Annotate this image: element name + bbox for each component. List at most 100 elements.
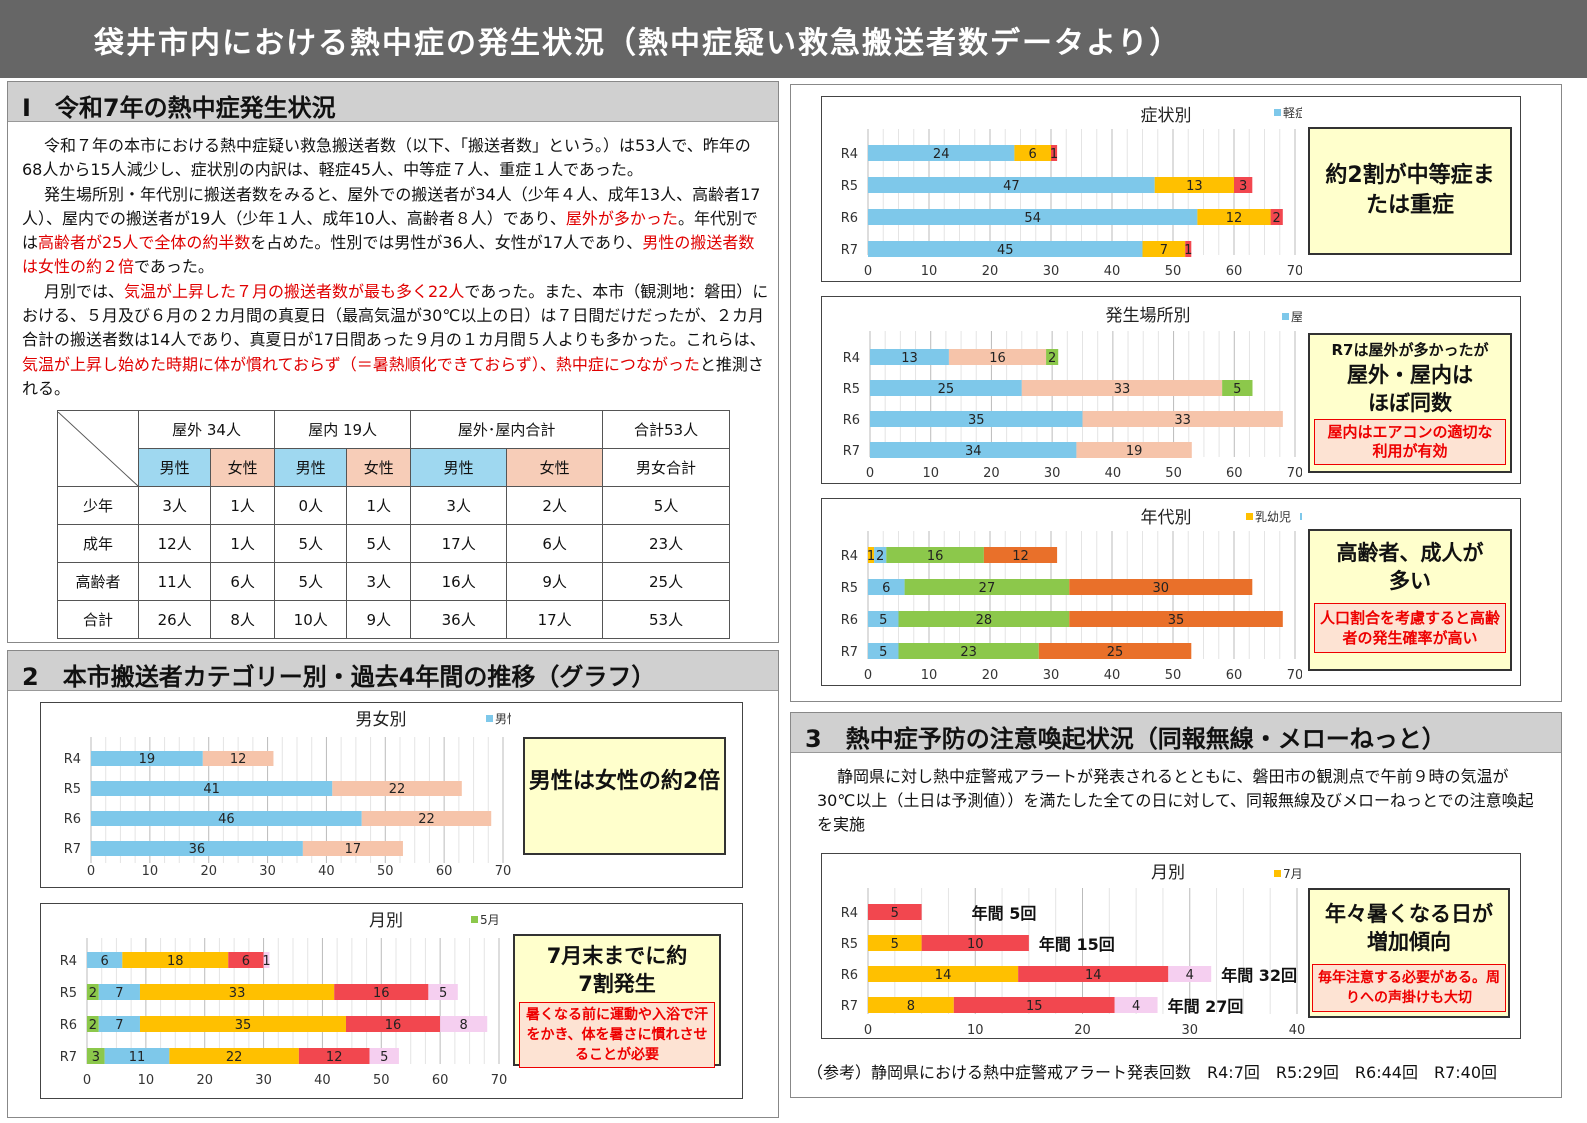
table-sub-female: 女性 [506, 448, 604, 487]
table-cell: 36人 [410, 600, 508, 639]
tick-label: 20 [982, 668, 999, 683]
tick-label: 0 [83, 1073, 91, 1088]
tick-label: 10 [922, 466, 939, 481]
tick-label: 30 [1043, 264, 1060, 279]
data-label: 12 [326, 1050, 343, 1065]
legend-label: 屋外 [1291, 310, 1302, 324]
table-sub-male: 男性 [137, 448, 212, 487]
data-label: 5 [891, 937, 899, 952]
tick-label: 30 [1181, 1023, 1198, 1038]
table-cell: 6人 [210, 562, 276, 601]
data-label: 35 [235, 1018, 252, 1033]
bar-segment [1038, 643, 1192, 659]
table-sub-female: 女性 [346, 448, 412, 487]
chart-title: 発生場所別 [1106, 306, 1191, 326]
bar-segment [1270, 209, 1283, 225]
tick-label: 40 [1289, 1023, 1306, 1038]
data-label: 17 [345, 842, 362, 857]
alert-note: 年々暑くなる日が増加傾向 毎年注意する必要がある。周りへの声掛けも大切 [1308, 888, 1510, 1018]
tick-label: 40 [1105, 466, 1122, 481]
table-sub-all: 男女合計 [602, 448, 730, 487]
data-label: 30 [1153, 581, 1170, 596]
table-cell: 53人 [602, 600, 730, 639]
tick-label: 10 [967, 1023, 984, 1038]
data-label: 5 [891, 906, 899, 921]
data-label: 5 [879, 645, 887, 660]
data-label: 16 [989, 351, 1006, 366]
month-note: 7月末までに約7割発生 暑くなる前に運動や入浴で汗をかき、体を暑さに慣れさせるこ… [513, 934, 721, 1068]
table-row: 高齢者 11人 6人 5人 3人 16人 9人 25人 [57, 562, 730, 601]
tick-label: 70 [1287, 668, 1302, 683]
section-1-panel: Ⅰ 令和7年の熱中症発生状況 令和７年の本市における熱中症疑い救急搬送者数（以下… [7, 81, 779, 643]
bar-segment [1069, 611, 1283, 627]
data-label: 16 [385, 1018, 402, 1033]
table-cell: 16人 [410, 562, 508, 601]
page-title: 袋井市内における熱中症の発生状況（熱中症疑い救急搬送者数データより） [0, 0, 1587, 78]
annotation-label: 年間 27回 [1168, 997, 1244, 1016]
category-label: R7 [841, 999, 858, 1014]
data-label: 4 [1132, 999, 1140, 1014]
bar-segment [921, 935, 1029, 951]
data-label: 2 [89, 1018, 97, 1033]
data-label: 46 [218, 812, 235, 827]
bar-segment [87, 1048, 105, 1064]
table-cell: 10人 [274, 600, 348, 639]
place-chart: 発生場所別屋外屋内不明R413162R525335R63533R73419010… [843, 306, 1302, 481]
data-label: 25 [1107, 645, 1124, 660]
legend-swatch [1274, 109, 1281, 116]
table-cell: 1人 [210, 524, 276, 563]
tick-label: 0 [864, 1023, 872, 1038]
category-label: R6 [841, 613, 858, 628]
table-cell: 26人 [137, 600, 212, 639]
bar-segment [868, 997, 954, 1013]
month-chart-box: 月別5月6月7月8月9月R461861R52733165R62735168R73… [40, 903, 743, 1099]
tick-label: 10 [138, 1073, 155, 1088]
tick-label: 60 [1226, 466, 1243, 481]
category-label: R5 [841, 581, 858, 596]
data-label: 5 [439, 986, 447, 1001]
data-label: 7 [1160, 243, 1168, 258]
tick-label: 70 [491, 1073, 508, 1088]
data-label: 5 [879, 613, 887, 628]
place-chart-box: 発生場所別屋外屋内不明R413162R525335R63533R73419010… [821, 296, 1521, 484]
bar-segment [1142, 241, 1186, 257]
bar-segment [904, 579, 1070, 595]
data-label: 28 [976, 613, 993, 628]
table-cell: 5人 [274, 562, 348, 601]
data-label: 16 [927, 549, 944, 564]
bar-segment [868, 643, 899, 659]
tick-label: 70 [495, 864, 511, 879]
tick-label: 70 [1287, 264, 1302, 279]
paragraph-month: 月別では、気温が上昇した７月の搬送者数が最も多く22人であった。また、本市（観測… [22, 281, 769, 398]
data-label: 2 [876, 549, 884, 564]
alert-subnote: 毎年注意する必要がある。周りへの声掛けも大切 [1312, 964, 1506, 1012]
bar-segment [868, 209, 1198, 225]
bar-segment [91, 781, 333, 796]
bar-segment [332, 781, 462, 796]
data-label: 22 [226, 1050, 243, 1065]
tick-label: 70 [1287, 466, 1302, 481]
annotation-label: 年間 15回 [1039, 935, 1115, 954]
table-group-combined: 屋外･屋内合計 [410, 410, 604, 449]
bar-segment [1021, 380, 1223, 396]
table-cell: 5人 [346, 524, 412, 563]
data-label: 13 [901, 351, 918, 366]
annotation-label: 年間 32回 [1221, 966, 1297, 985]
data-label: 19 [139, 752, 156, 767]
bar-segment [1051, 145, 1058, 161]
bar-segment [104, 1048, 170, 1064]
tick-label: 50 [1165, 668, 1182, 683]
month-subnote: 暑くなる前に運動や入浴で汗をかき、体を暑さに慣れさせることが必要 [519, 1002, 715, 1068]
tick-label: 50 [1165, 264, 1182, 279]
data-label: 33 [229, 986, 246, 1001]
age-chart: 年代別乳幼児少年成人高齢者R4121612R562730R652835R7523… [841, 508, 1302, 683]
category-label: R6 [64, 812, 81, 827]
table-cell: 9人 [346, 600, 412, 639]
data-label: 36 [189, 842, 206, 857]
data-label: 47 [1003, 179, 1020, 194]
bar-segment [874, 547, 887, 563]
bar-segment [868, 935, 922, 951]
tick-label: 60 [436, 864, 453, 879]
table-cell: 23人 [602, 524, 730, 563]
bar-segment [1234, 177, 1253, 193]
